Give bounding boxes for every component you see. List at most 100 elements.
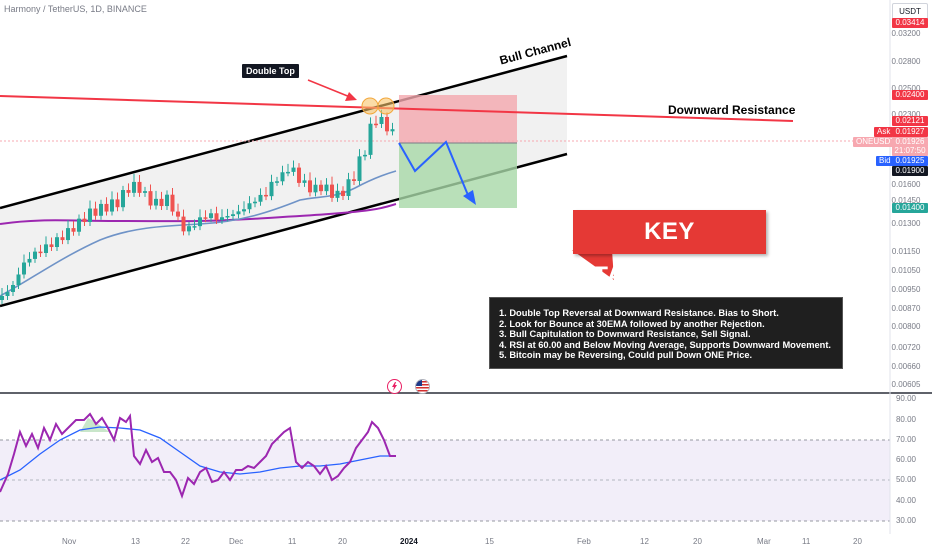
candle-body: [291, 167, 296, 172]
candle-body: [181, 216, 186, 232]
candle-body: [379, 116, 384, 124]
candle-body: [187, 226, 191, 232]
double-top-marker-right: [377, 97, 395, 115]
candle-body: [264, 194, 268, 197]
candle-body: [275, 181, 279, 183]
ask-label: Ask: [874, 127, 894, 137]
candle-body: [33, 251, 37, 259]
candle-body: [363, 154, 367, 157]
us-flag-icon[interactable]: [415, 379, 430, 394]
double-top-marker-left: [361, 97, 379, 115]
bid-label: Bid: [876, 156, 894, 166]
candle-body: [16, 274, 21, 286]
candle-body: [99, 203, 103, 216]
candle-body: [280, 172, 285, 182]
banner-pointer: [572, 250, 614, 280]
double-top-arrow-line: [307, 79, 351, 98]
price-axis-label: 0.00605: [891, 380, 921, 389]
price-axis-label: 0.02300: [891, 110, 921, 119]
price-tag-target: 0.01400: [892, 203, 928, 213]
candle-body: [385, 116, 389, 132]
candle-body: [242, 209, 246, 212]
candle-body: [143, 191, 147, 193]
ema-30-line: [0, 170, 397, 297]
candle-body: [374, 123, 378, 126]
rsi-axis-label: 70.00: [895, 435, 917, 444]
downward-resistance-line[interactable]: [0, 95, 794, 122]
candle-body: [148, 191, 153, 206]
price-axis-label: 0.01150: [891, 247, 921, 256]
key-takeaways-banner[interactable]: KEY TAKEAWAYS: [573, 210, 766, 289]
downward-resistance-label[interactable]: Downward Resistance: [668, 103, 796, 117]
price-axis-label: 0.01450: [891, 196, 921, 205]
candle-body: [82, 218, 87, 223]
time-axis-label: 2024: [400, 537, 418, 546]
candle-body: [11, 285, 15, 292]
time-axis-label: 11: [288, 537, 297, 546]
time-axis-label: Nov: [62, 537, 77, 546]
candle-body: [159, 198, 164, 207]
price-axis-label: 0.00720: [891, 343, 921, 352]
candle-body: [247, 203, 252, 210]
price-axis-label: 0.00870: [891, 304, 921, 313]
price-tag-last: 0.01926: [892, 137, 928, 147]
short-position-risk-zone[interactable]: [399, 95, 517, 143]
price-tag-support: 0.01900: [892, 166, 928, 176]
candle-body: [225, 216, 230, 218]
double-top-arrowhead: [345, 92, 357, 101]
price-tag-resistance: 0.02400: [892, 90, 928, 100]
candle-body: [170, 194, 175, 212]
time-axis-label: 22: [181, 537, 190, 546]
projection-path: [398, 140, 471, 201]
time-axis-label: Dec: [229, 537, 244, 546]
symbol-title: Harmony / TetherUS, 1D, BINANCE: [4, 4, 147, 14]
candle-body: [319, 184, 323, 192]
candle-body: [27, 258, 32, 263]
candle-body: [214, 213, 219, 220]
bull-channel-upper-line[interactable]: [0, 54, 568, 210]
price-axis-label: 0.00660: [891, 362, 921, 371]
candle-body: [313, 184, 318, 193]
price-tag-ask: 0.01927: [892, 127, 928, 137]
short-position-reward-zone[interactable]: [399, 143, 517, 208]
rsi-axis-label: 40.00: [895, 496, 917, 505]
rsi-axis-label: 80.00: [895, 415, 917, 424]
takeaways-list: 1. Double Top Reversal at Downward Resis…: [490, 298, 842, 361]
candle-body: [346, 179, 351, 196]
candle-body: [192, 226, 197, 228]
candle-body: [253, 201, 257, 204]
candle-body: [77, 218, 81, 232]
candle-body: [357, 156, 362, 181]
takeaway-item: 4. RSI at 60.00 and Below Moving Average…: [499, 339, 832, 350]
price-tag-level: 0.02121: [892, 116, 928, 126]
time-axis-label: 20: [693, 537, 702, 546]
candle-body: [154, 198, 158, 206]
time-axis-label: 13: [131, 537, 140, 546]
double-top-label[interactable]: Double Top: [242, 64, 299, 78]
takeaway-item: 3. Bull Capitulation to Downward Resista…: [499, 329, 751, 339]
price-axis-label: 0.02800: [891, 57, 921, 66]
candlestick-series[interactable]: [0, 109, 395, 304]
time-axis-label: Mar: [757, 537, 771, 546]
candle-body: [44, 244, 48, 253]
candle-body: [55, 237, 59, 248]
price-axis-label: 0.03200: [891, 29, 921, 38]
candle-body: [60, 237, 65, 241]
candle-body: [352, 179, 356, 181]
candle-body: [176, 211, 180, 217]
price-axis-label: 0.01600: [891, 180, 921, 189]
candle-body: [220, 217, 224, 220]
takeaway-item: 2. Look for Bounce at 30EMA followed by …: [499, 318, 765, 329]
candle-body: [297, 167, 301, 183]
candle-body: [126, 190, 131, 193]
lightning-icon[interactable]: [387, 379, 402, 394]
candle-body: [308, 180, 312, 193]
candle-body: [115, 199, 120, 208]
candle-body: [121, 190, 125, 208]
price-axis-label: 0.00800: [891, 322, 921, 331]
rsi-axis-label: 30.00: [895, 516, 917, 525]
price-tag-bid: 0.01925: [892, 156, 928, 166]
takeaways-box[interactable]: 1. Double Top Reversal at Downward Resis…: [489, 297, 843, 369]
candle-body: [0, 296, 4, 300]
